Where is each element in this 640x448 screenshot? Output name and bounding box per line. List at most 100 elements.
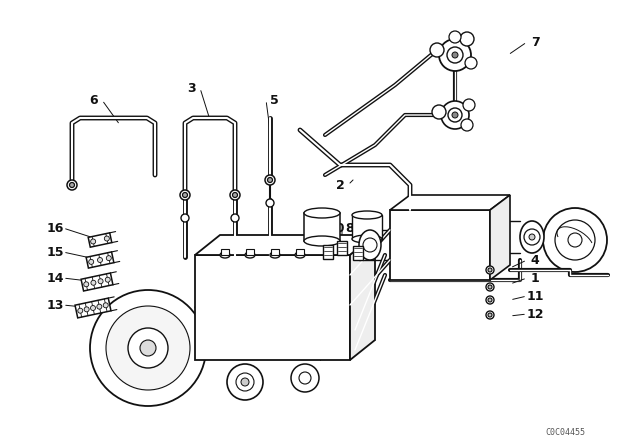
Circle shape [128, 328, 168, 368]
Text: 8: 8 [346, 221, 355, 234]
Text: 16: 16 [46, 221, 64, 234]
Circle shape [236, 373, 254, 391]
Circle shape [106, 256, 111, 261]
Text: 9: 9 [364, 221, 372, 234]
Circle shape [98, 279, 103, 284]
Circle shape [568, 233, 582, 247]
Circle shape [266, 199, 274, 207]
Circle shape [90, 290, 206, 406]
Circle shape [529, 234, 535, 240]
Polygon shape [195, 235, 375, 255]
Bar [390, 210, 490, 280]
Text: 13: 13 [46, 298, 64, 311]
Circle shape [232, 193, 237, 198]
Bar [337, 241, 347, 255]
Circle shape [488, 268, 492, 272]
Circle shape [488, 298, 492, 302]
Circle shape [488, 313, 492, 317]
Bar [323, 245, 333, 259]
Circle shape [543, 208, 607, 272]
Polygon shape [490, 195, 510, 280]
Circle shape [555, 220, 595, 260]
Polygon shape [350, 235, 375, 360]
Polygon shape [86, 252, 114, 268]
Circle shape [265, 175, 275, 185]
Circle shape [268, 177, 273, 182]
Circle shape [91, 239, 95, 244]
Circle shape [104, 236, 109, 241]
Bar [195, 255, 350, 360]
Text: 2: 2 [335, 178, 344, 191]
Circle shape [448, 108, 462, 122]
Ellipse shape [352, 211, 382, 219]
Circle shape [89, 259, 93, 264]
Circle shape [486, 296, 494, 304]
Circle shape [230, 190, 240, 200]
Circle shape [460, 32, 474, 46]
Circle shape [231, 214, 239, 222]
Circle shape [70, 182, 74, 188]
Circle shape [524, 229, 540, 245]
Circle shape [103, 303, 108, 308]
Bar [296, 249, 304, 255]
Circle shape [486, 311, 494, 319]
Ellipse shape [270, 252, 280, 258]
Text: C0C04455: C0C04455 [545, 427, 585, 436]
Ellipse shape [245, 252, 255, 258]
Circle shape [439, 39, 471, 71]
Circle shape [180, 190, 190, 200]
Circle shape [463, 99, 475, 111]
Circle shape [140, 340, 156, 356]
Bar [304, 213, 340, 241]
Ellipse shape [304, 236, 340, 246]
Circle shape [441, 101, 469, 129]
Circle shape [449, 31, 461, 43]
Circle shape [452, 112, 458, 118]
Circle shape [105, 277, 110, 282]
Text: 15: 15 [46, 246, 64, 258]
Circle shape [78, 308, 83, 313]
Text: 6: 6 [90, 94, 99, 107]
Circle shape [91, 280, 96, 285]
Circle shape [488, 285, 492, 289]
Circle shape [181, 214, 189, 222]
Circle shape [90, 306, 95, 310]
Bar [246, 249, 254, 255]
Text: 10: 10 [327, 221, 345, 234]
Bar [221, 249, 229, 255]
Text: 1: 1 [531, 271, 540, 284]
Text: 11: 11 [526, 289, 544, 302]
Circle shape [241, 378, 249, 386]
Circle shape [486, 283, 494, 291]
Circle shape [465, 57, 477, 69]
Circle shape [452, 52, 458, 58]
Circle shape [430, 43, 444, 57]
Circle shape [461, 119, 473, 131]
Polygon shape [75, 298, 111, 318]
Ellipse shape [359, 230, 381, 260]
Circle shape [84, 282, 89, 287]
Polygon shape [81, 273, 113, 291]
Polygon shape [390, 195, 510, 210]
Ellipse shape [304, 208, 340, 218]
Circle shape [227, 364, 263, 400]
Bar [271, 249, 279, 255]
Circle shape [363, 238, 377, 252]
Circle shape [432, 105, 446, 119]
Ellipse shape [352, 235, 382, 243]
Circle shape [106, 306, 190, 390]
Circle shape [299, 372, 311, 384]
Ellipse shape [220, 252, 230, 258]
Circle shape [486, 266, 494, 274]
Text: 5: 5 [269, 94, 278, 107]
Circle shape [447, 47, 463, 63]
Text: 7: 7 [531, 35, 540, 48]
Bar [352, 215, 382, 239]
Circle shape [182, 193, 188, 198]
Text: 12: 12 [526, 307, 544, 320]
Bar [353, 246, 363, 260]
Circle shape [84, 307, 89, 312]
Ellipse shape [295, 252, 305, 258]
Text: 14: 14 [46, 271, 64, 284]
Text: 4: 4 [531, 254, 540, 267]
